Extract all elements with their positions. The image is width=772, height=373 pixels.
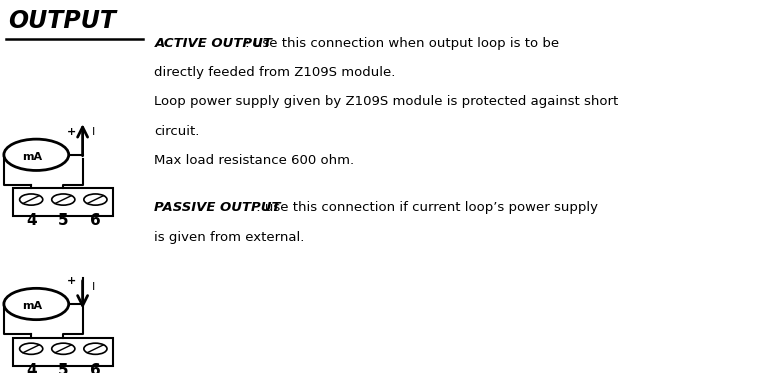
Text: OUTPUT: OUTPUT	[8, 9, 116, 33]
Text: +: +	[66, 276, 76, 286]
Text: 6: 6	[90, 363, 101, 373]
Text: is given from external.: is given from external.	[154, 231, 305, 244]
Text: circuit.: circuit.	[154, 125, 200, 138]
Text: 4: 4	[26, 213, 36, 228]
Text: 4: 4	[26, 363, 36, 373]
Text: 5: 5	[58, 213, 69, 228]
Text: +: +	[66, 127, 76, 137]
Text: I: I	[92, 128, 95, 137]
Text: Loop power supply given by Z109S module is protected against short: Loop power supply given by Z109S module …	[154, 95, 618, 109]
Text: : use this connection when output loop is to be: : use this connection when output loop i…	[241, 37, 559, 50]
Text: : use this connection if current loop’s power supply: : use this connection if current loop’s …	[252, 201, 598, 214]
Text: 5: 5	[58, 363, 69, 373]
Text: mA: mA	[22, 301, 42, 311]
Text: mA: mA	[22, 152, 42, 162]
Text: Max load resistance 600 ohm.: Max load resistance 600 ohm.	[154, 154, 354, 167]
Bar	[13, 188, 113, 216]
Text: directly feeded from Z109S module.: directly feeded from Z109S module.	[154, 66, 396, 79]
Bar	[13, 338, 113, 366]
Text: ACTIVE OUTPUT: ACTIVE OUTPUT	[154, 37, 273, 50]
Text: PASSIVE OUTPUT: PASSIVE OUTPUT	[154, 201, 281, 214]
Text: 6: 6	[90, 213, 101, 228]
Text: I: I	[92, 282, 95, 292]
